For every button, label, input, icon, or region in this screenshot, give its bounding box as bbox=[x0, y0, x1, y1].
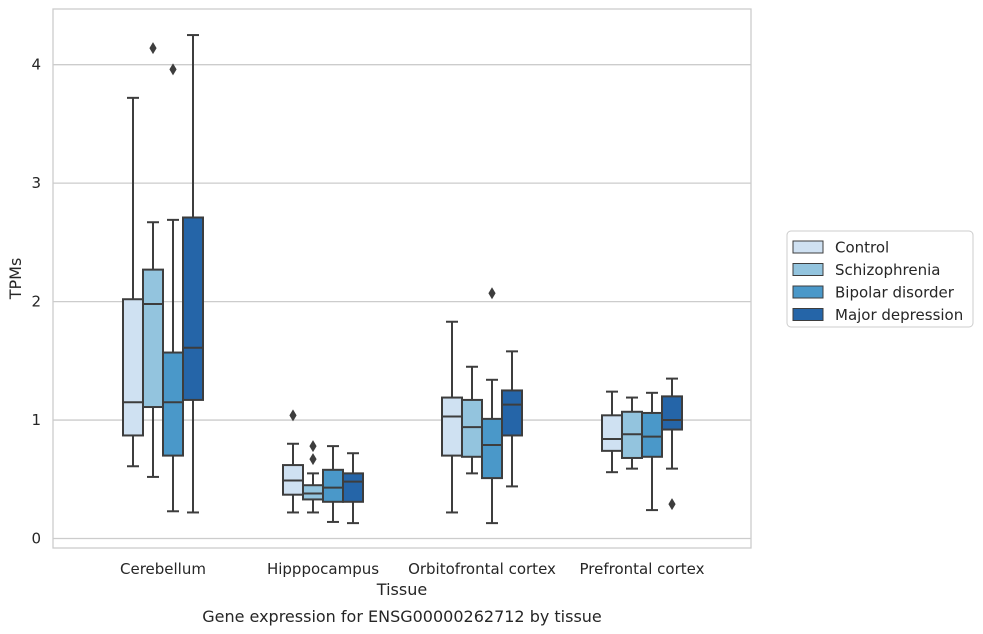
x-tick-label: Hipppocampus bbox=[267, 560, 379, 578]
chart-caption: Gene expression for ENSG00000262712 by t… bbox=[202, 607, 602, 626]
outlier-point bbox=[309, 440, 317, 453]
x-tick-label: Cerebellum bbox=[120, 560, 206, 578]
y-axis-ticks: 0 1 2 3 4 bbox=[31, 56, 41, 548]
box-group bbox=[122, 96, 144, 468]
box bbox=[481, 417, 503, 480]
box bbox=[461, 398, 483, 458]
box bbox=[162, 351, 184, 457]
box bbox=[142, 268, 164, 409]
box-group bbox=[182, 34, 204, 514]
box-group bbox=[481, 287, 503, 525]
box bbox=[661, 395, 683, 431]
box-group bbox=[302, 440, 324, 514]
y-axis-label: TPMs bbox=[6, 258, 25, 301]
outlier-point bbox=[289, 409, 297, 422]
legend-label: Control bbox=[835, 239, 889, 257]
legend-swatch bbox=[792, 263, 824, 276]
x-tick-label: Prefrontal cortex bbox=[580, 560, 705, 578]
y-tick-label: 2 bbox=[31, 293, 41, 311]
box bbox=[641, 411, 663, 458]
box bbox=[501, 389, 523, 437]
boxes bbox=[122, 34, 683, 525]
box bbox=[182, 216, 204, 401]
outlier-point bbox=[668, 498, 676, 511]
outlier-point bbox=[169, 63, 177, 76]
x-axis-label: Tissue bbox=[376, 580, 427, 599]
y-tick-label: 3 bbox=[31, 174, 41, 192]
box bbox=[322, 468, 344, 503]
legend-label: Major depression bbox=[835, 306, 963, 324]
box-group bbox=[282, 409, 304, 514]
legend-label: Bipolar disorder bbox=[835, 284, 955, 302]
legend-swatch bbox=[792, 240, 824, 254]
legend-frame bbox=[786, 230, 974, 328]
legend-swatch bbox=[792, 285, 824, 299]
box-group bbox=[342, 452, 364, 525]
x-tick-label: Orbitofrontal cortex bbox=[408, 560, 556, 578]
outlier-point bbox=[488, 287, 496, 300]
box-group bbox=[162, 63, 184, 513]
box-group bbox=[142, 42, 164, 478]
plot-frame bbox=[52, 8, 752, 549]
box bbox=[601, 414, 623, 452]
box bbox=[302, 484, 324, 501]
x-axis-ticks: Cerebellum Hipppocampus Orbitofrontal cort… bbox=[120, 560, 705, 578]
box-group bbox=[441, 320, 463, 514]
y-tick-label: 1 bbox=[31, 411, 41, 429]
outlier-point bbox=[309, 453, 317, 466]
box bbox=[441, 396, 463, 457]
legend: Control Schizophrenia Bipolar disorder Majo… bbox=[786, 230, 974, 328]
y-tick-label: 4 bbox=[31, 56, 41, 74]
box-group bbox=[661, 377, 683, 511]
box bbox=[342, 472, 364, 503]
legend-swatch bbox=[792, 308, 824, 321]
y-tick-label: 0 bbox=[31, 530, 41, 548]
box-group bbox=[322, 445, 344, 523]
box-group bbox=[641, 391, 663, 512]
box-group bbox=[501, 350, 523, 488]
outlier-point bbox=[149, 42, 157, 55]
box bbox=[122, 298, 144, 437]
legend-label: Schizophrenia bbox=[835, 261, 940, 279]
